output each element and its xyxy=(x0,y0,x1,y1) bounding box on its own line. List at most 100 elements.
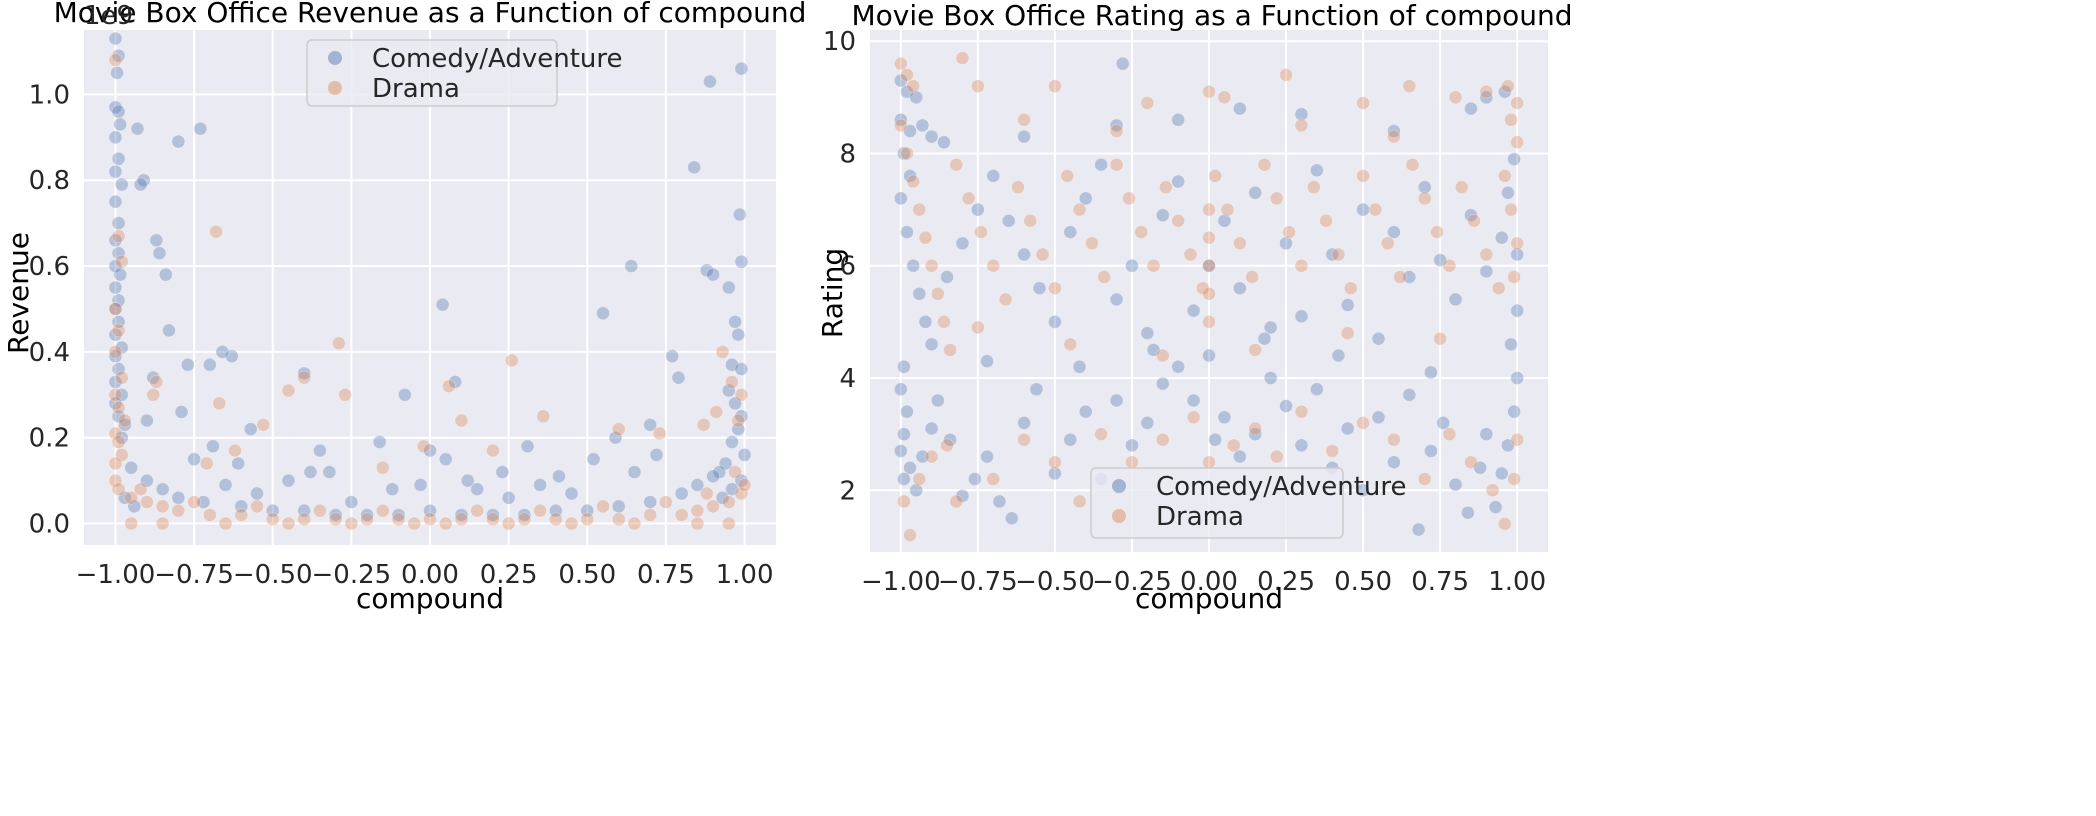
rating-data-point xyxy=(1063,225,1078,239)
rating-data-point xyxy=(1309,382,1324,397)
rating-data-point xyxy=(1048,466,1062,481)
rating-data-point xyxy=(1488,500,1503,514)
revenue-data-point xyxy=(454,413,469,428)
rating-data-point xyxy=(1155,376,1170,391)
rating-data-point xyxy=(1186,393,1201,408)
rating-data-point xyxy=(1309,163,1324,178)
revenue-data-point xyxy=(111,362,126,376)
rating-data-point xyxy=(1479,84,1494,99)
rating-data-point xyxy=(1155,208,1170,223)
rating-data-point xyxy=(1402,387,1417,402)
revenue-data-point xyxy=(140,495,154,509)
rating-data-point xyxy=(1319,213,1334,228)
revenue-data-point xyxy=(111,151,126,166)
revenue-data-point xyxy=(438,452,453,467)
rating-data-point xyxy=(1084,236,1099,251)
rating-data-point xyxy=(1248,421,1263,436)
rating-data-point xyxy=(937,135,951,150)
rating-data-point xyxy=(1072,359,1087,374)
rating-data-point xyxy=(1387,432,1401,447)
revenue-data-point xyxy=(360,508,374,522)
rating-data-point xyxy=(1436,416,1451,430)
revenue-y-axis-label: Revenue xyxy=(2,232,35,354)
rating-data-point xyxy=(1501,185,1515,200)
revenue-data-point xyxy=(734,362,749,376)
rating-data-point xyxy=(1029,382,1044,397)
revenue-legend: Comedy/Adventure Drama xyxy=(306,39,623,107)
rating-data-point xyxy=(1011,180,1025,195)
revenue-data-point xyxy=(734,473,749,488)
rating-data-point xyxy=(1158,180,1173,195)
rating-data-point xyxy=(1125,438,1139,453)
rating-data-point xyxy=(1460,505,1475,520)
revenue-data-point xyxy=(517,512,532,527)
revenue-data-point xyxy=(627,465,642,479)
revenue-data-point xyxy=(199,456,214,471)
revenue-data-point xyxy=(564,516,579,531)
rating-data-point xyxy=(1232,281,1247,296)
rating-data-point xyxy=(986,258,1001,273)
revenue-data-point xyxy=(114,430,129,445)
rating-data-point xyxy=(1109,118,1124,133)
revenue-data-point xyxy=(627,516,642,531)
revenue-data-point xyxy=(215,344,230,359)
rating-data-point xyxy=(893,118,908,133)
revenue-legend-marker-drama xyxy=(328,81,342,95)
revenue-data-point xyxy=(114,254,129,269)
rating-data-point xyxy=(1140,416,1155,430)
revenue-data-point xyxy=(111,104,126,119)
revenue-data-point xyxy=(155,499,170,514)
rating-data-point xyxy=(998,292,1013,307)
revenue-data-point xyxy=(108,387,123,402)
revenue-data-point xyxy=(209,224,224,239)
rating-data-point xyxy=(986,169,1001,183)
rating-y-tick-label: 4 xyxy=(839,364,856,394)
rating-data-point xyxy=(1202,258,1216,273)
rating-data-point xyxy=(903,169,917,183)
rating-data-point xyxy=(1504,337,1518,352)
revenue-data-point xyxy=(706,469,720,484)
rating-legend-marker-comedy-adventure xyxy=(1112,479,1126,493)
rating-data-point xyxy=(1510,303,1525,318)
rating-data-point xyxy=(1510,432,1525,447)
revenue-data-point xyxy=(721,383,736,398)
revenue-y-tick-label: 0.8 xyxy=(29,166,70,196)
revenue-data-point xyxy=(113,117,128,132)
revenue-data-point xyxy=(224,349,239,364)
revenue-x-tick-label: 1.00 xyxy=(716,560,774,590)
revenue-data-point xyxy=(586,452,601,467)
revenue-data-point xyxy=(725,435,739,449)
rating-data-point xyxy=(1405,157,1420,172)
rating-data-point xyxy=(1017,129,1031,144)
revenue-data-point xyxy=(111,409,126,424)
rating-data-point xyxy=(1269,191,1284,206)
revenue-y-tick-label: 0.6 xyxy=(29,252,70,282)
rating-data-point xyxy=(924,258,939,273)
rating-data-point xyxy=(1411,522,1426,537)
rating-data-point xyxy=(1140,96,1155,110)
revenue-data-point xyxy=(124,490,139,505)
revenue-data-point xyxy=(501,516,516,531)
revenue-data-point xyxy=(108,396,123,411)
revenue-data-point xyxy=(111,48,126,63)
revenue-data-point xyxy=(149,375,164,389)
rating-data-point xyxy=(897,359,911,374)
revenue-data-point xyxy=(721,280,736,295)
rating-data-point xyxy=(1195,281,1210,296)
revenue-data-point xyxy=(448,375,463,389)
revenue-data-point xyxy=(649,447,664,462)
rating-data-point xyxy=(955,488,970,503)
rating-data-point xyxy=(1507,404,1521,419)
rating-data-point xyxy=(1331,247,1346,262)
revenue-data-point xyxy=(611,512,626,527)
revenue-x-tick-label: 0.50 xyxy=(558,560,616,590)
revenue-data-point xyxy=(158,267,173,282)
rating-data-point xyxy=(897,494,911,509)
revenue-x-tick-label: −0.50 xyxy=(233,560,313,590)
revenue-data-point xyxy=(111,246,126,261)
rating-x-tick-label: −0.50 xyxy=(1015,567,1095,597)
revenue-data-point xyxy=(212,396,227,411)
revenue-data-point xyxy=(643,495,658,509)
revenue-data-point xyxy=(690,516,705,531)
